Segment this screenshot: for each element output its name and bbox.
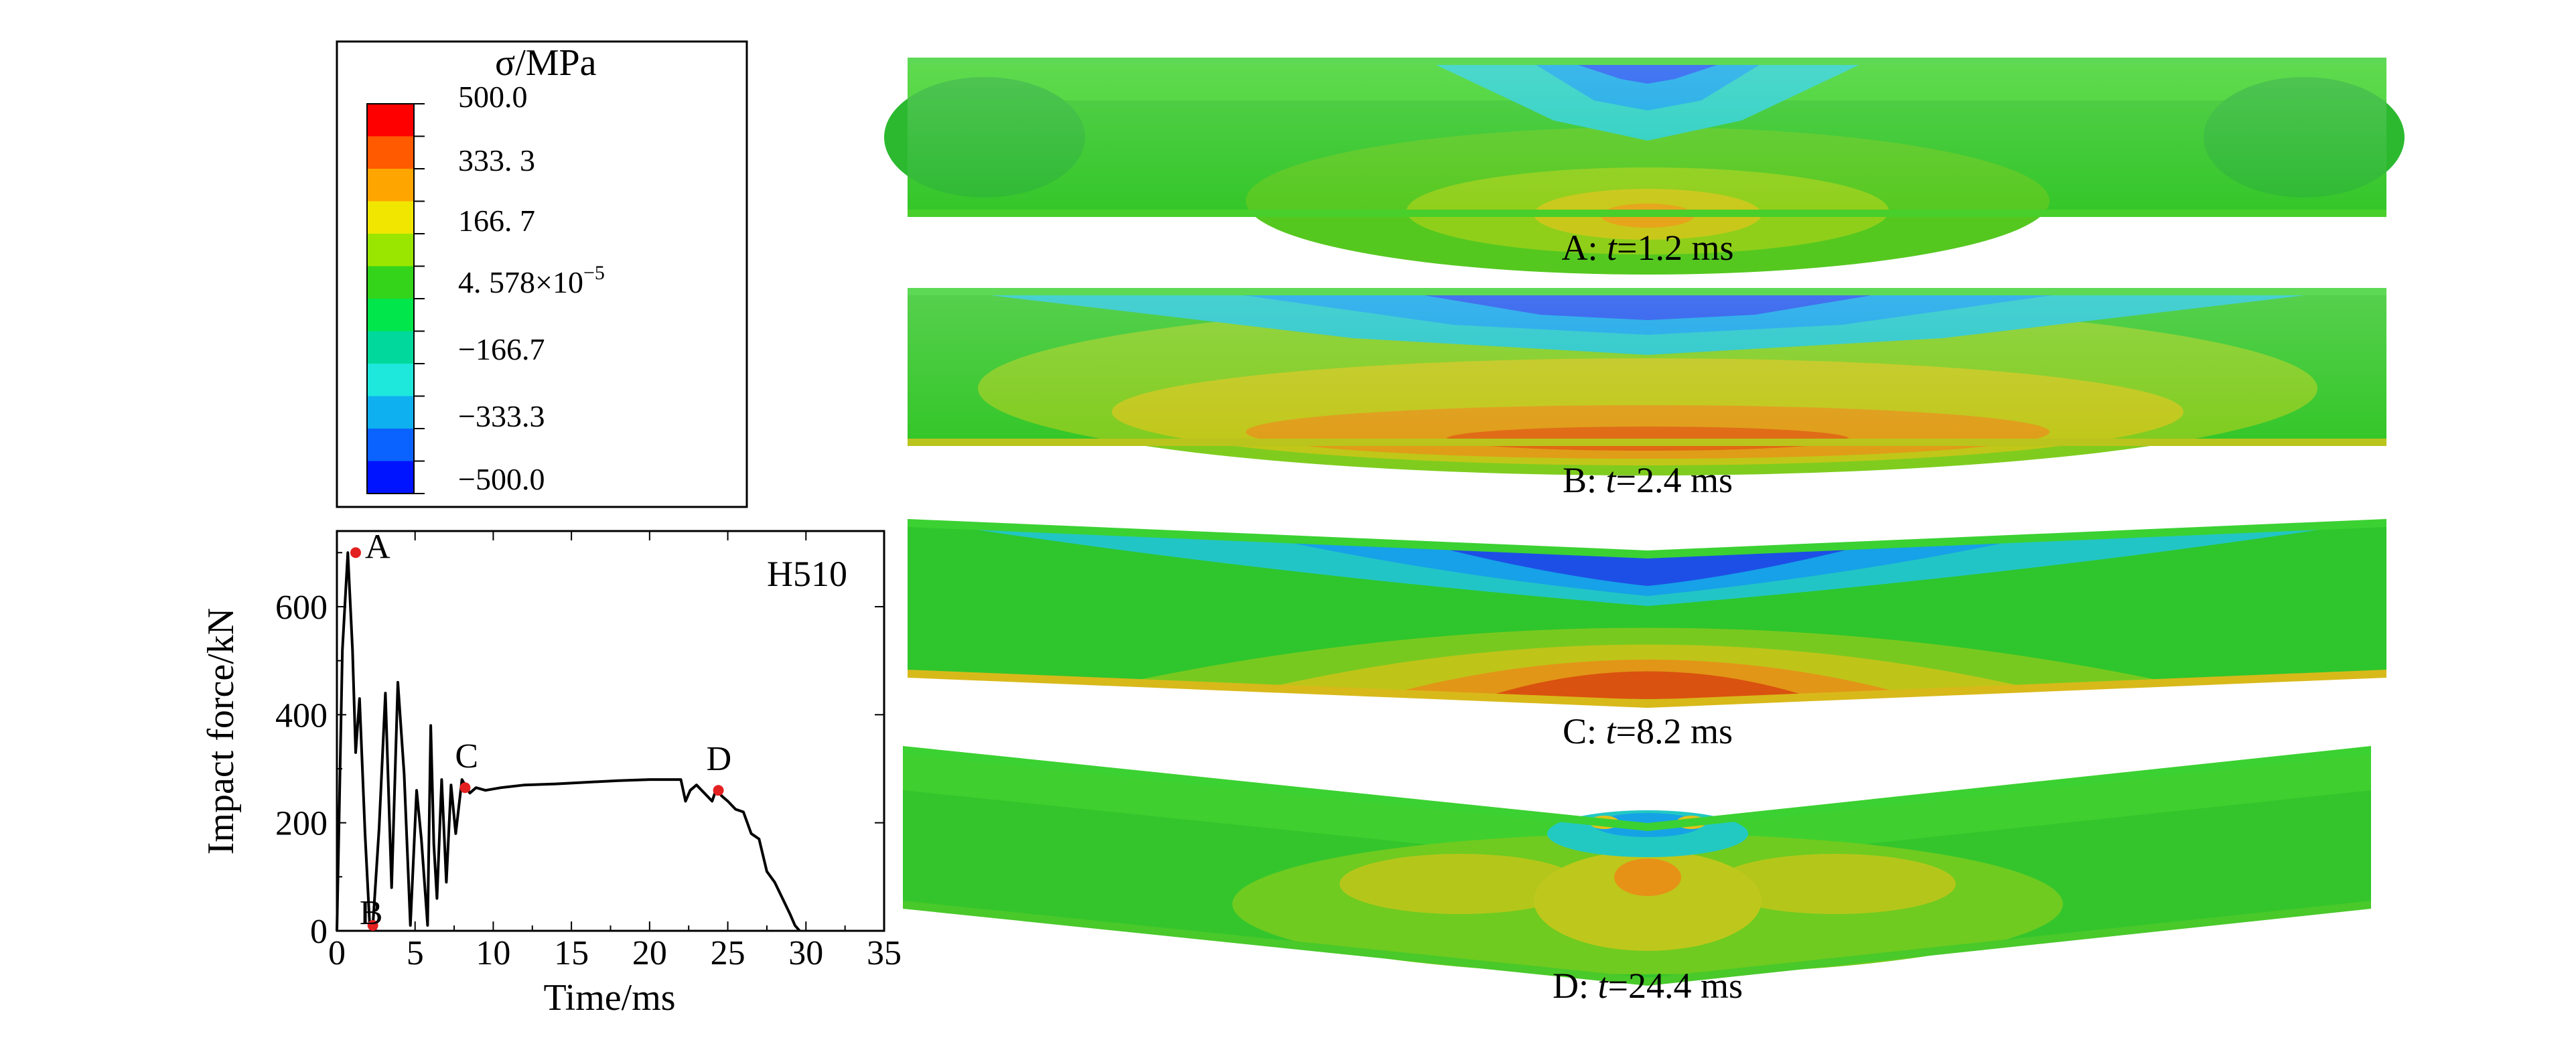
legend-swatch (367, 136, 414, 169)
x-tick-label: 30 (788, 934, 823, 972)
point-b-label: B (360, 894, 383, 932)
legend-title: σ/MPa (495, 42, 597, 84)
legend-label: 166. 7 (458, 204, 535, 238)
caption-panel-a: A: t=1.2 ms (1562, 228, 1734, 268)
y-tick-label: 0 (310, 913, 328, 951)
x-tick-label: 25 (711, 934, 745, 972)
legend-swatch (367, 331, 414, 364)
x-tick-label: 20 (632, 934, 667, 972)
point-c-marker (459, 782, 471, 794)
point-a-label: A (365, 528, 390, 566)
legend-label: −333.3 (458, 399, 545, 433)
legend-swatch (367, 364, 414, 396)
contour-panel-d (903, 746, 2371, 986)
legend-swatch (367, 169, 414, 202)
stress-legend: σ/MPa 500.0 333. 3 166. 7 4. 578×10−5 −166.7… (336, 40, 748, 508)
caption-panel-c: C: t=8.2 ms (1563, 711, 1733, 751)
y-tick-label: 400 (275, 696, 328, 735)
caption-panel-b: B: t=2.4 ms (1563, 460, 1733, 500)
legend-swatch (367, 234, 414, 267)
x-tick-label: 10 (476, 934, 510, 972)
marked-points: A B C D (350, 528, 731, 932)
point-b-marker (367, 919, 378, 931)
legend-label: −166.7 (458, 332, 545, 366)
x-tick-label: 35 (867, 934, 902, 972)
chart-annotation: H510 (767, 554, 847, 594)
x-axis-label: Time/ms (543, 977, 675, 1019)
y-tick-label: 200 (275, 805, 328, 843)
axis-ticks (336, 531, 885, 931)
contour-panel-b (908, 288, 2386, 475)
legend-exponent: −5 (583, 262, 605, 284)
x-tick-label: 0 (328, 934, 346, 972)
force-series-line (336, 551, 801, 932)
legend-labels: 500.0 333. 3 166. 7 4. 578×10−5 −166.7 −333.3… (458, 80, 605, 496)
contour-panel-c (908, 519, 2386, 708)
legend-swatch (367, 396, 414, 429)
legend-swatches (366, 103, 425, 494)
legend-swatch (367, 461, 414, 494)
legend-swatch (367, 299, 414, 331)
legend-swatch (367, 104, 414, 137)
legend-swatch (367, 429, 414, 461)
point-a-marker (350, 547, 362, 558)
legend-label: −500.0 (458, 462, 545, 496)
y-axis-label: Impact force/kN (200, 608, 242, 854)
impact-force-chart: 0 5 10 15 20 25 30 35 0 200 400 600 A B C D H510 Time/… (200, 528, 902, 1019)
point-d-marker (713, 785, 724, 796)
x-tick-label: 5 (407, 934, 424, 972)
tick-labels: 0 5 10 15 20 25 30 35 0 200 400 600 (275, 589, 902, 972)
panel-captions: A: t=1.2 ms B: t=2.4 ms C: t=8.2 ms D: t=24… (1553, 228, 1743, 1006)
point-c-label: C (455, 737, 478, 775)
legend-bar-outline (366, 103, 415, 494)
legend-label: 500.0 (458, 80, 528, 114)
x-tick-label: 15 (554, 934, 589, 972)
legend-label: 333. 3 (458, 143, 535, 177)
legend-label: 4. 578×10−5 (458, 262, 605, 299)
contour-panel-a (884, 58, 2405, 275)
y-tick-label: 600 (275, 589, 328, 627)
legend-swatch (367, 201, 414, 234)
legend-swatch (367, 266, 414, 299)
point-d-label: D (707, 740, 732, 778)
caption-panel-d: D: t=24.4 ms (1553, 966, 1743, 1006)
